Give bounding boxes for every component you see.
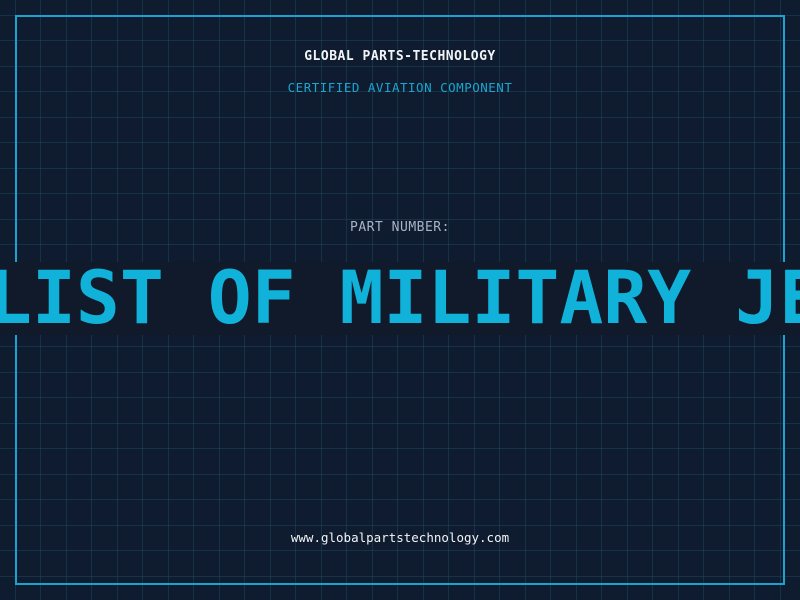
website: www.globalpartstechnology.com bbox=[290, 530, 510, 545]
part-number: LIST OF MILITARY JETS bbox=[0, 256, 800, 341]
subtitle: CERTIFIED AVIATION COMPONENT bbox=[287, 80, 513, 95]
part-label: PART NUMBER: bbox=[350, 220, 450, 235]
part-band bbox=[0, 262, 800, 335]
company-name: GLOBAL PARTS-TECHNOLOGY bbox=[304, 49, 496, 64]
